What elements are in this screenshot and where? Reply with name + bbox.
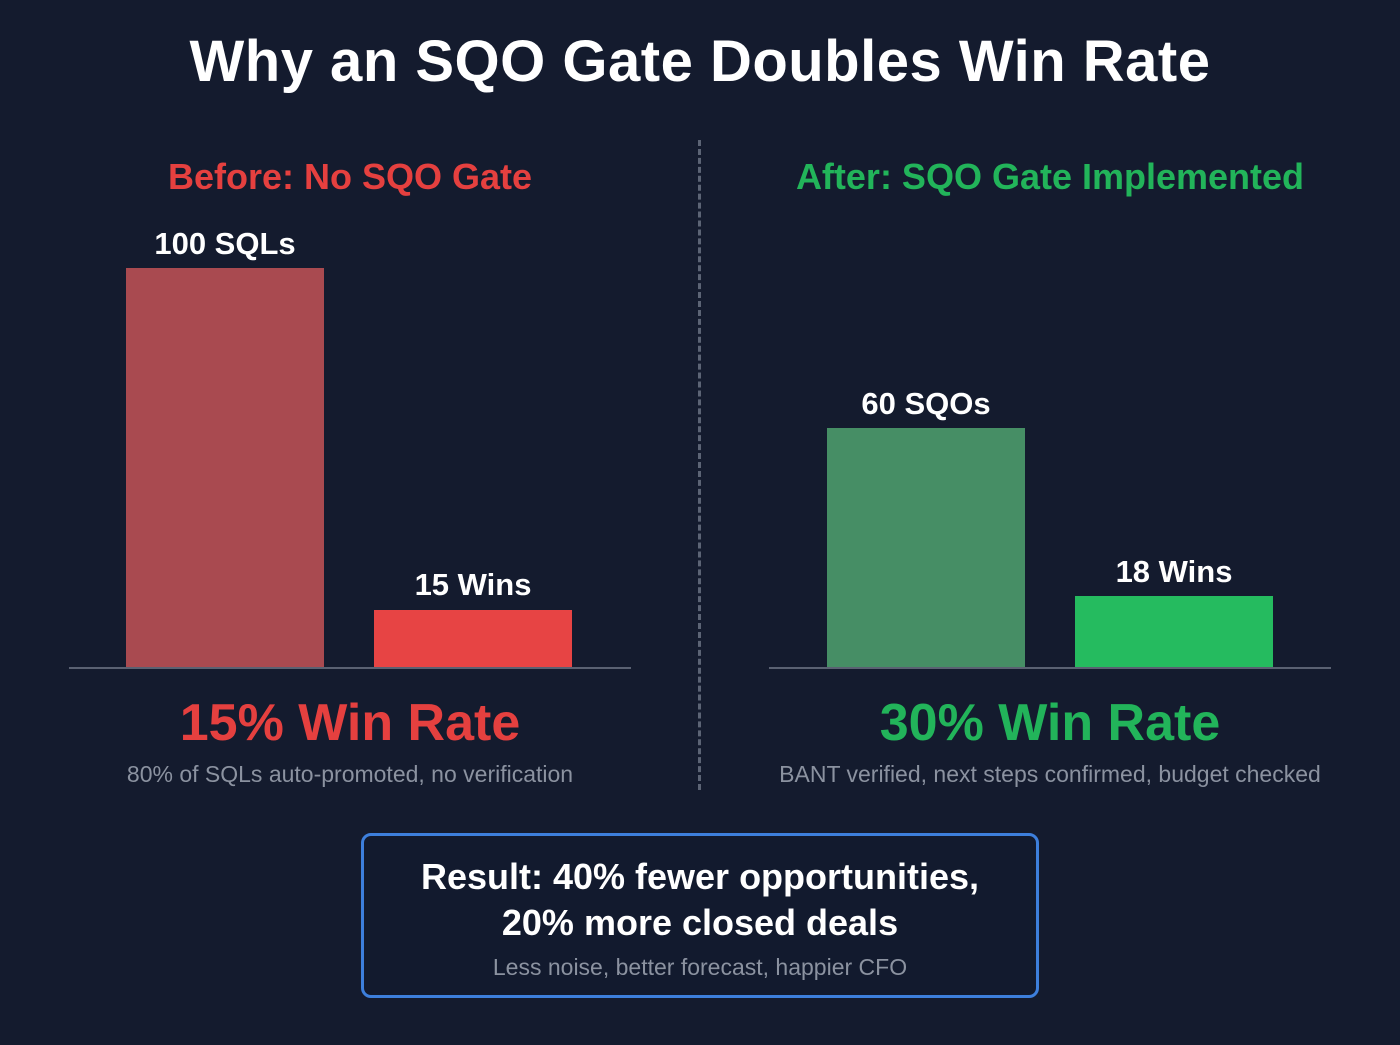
after-note: BANT verified, next steps confirmed, bud… — [779, 761, 1321, 787]
before-heading: Before: No SQO Gate — [167, 156, 533, 197]
after-bar-label-sqos: 60 SQOs — [861, 386, 991, 421]
before-note: 80% of SQLs auto-promoted, no verificati… — [126, 761, 574, 787]
result-callout: Result: 40% fewer opportunities, 20% mor… — [361, 833, 1039, 998]
result-line-1: Result: 40% fewer opportunities, — [420, 856, 980, 897]
after-bar-label-wins: 18 Wins — [1115, 554, 1233, 589]
result-subtitle: Less noise, better forecast, happier CFO — [492, 954, 908, 980]
after-axis-baseline — [769, 667, 1331, 669]
page-title: Why an SQO Gate Doubles Win Rate — [189, 29, 1211, 94]
before-panel: Before: No SQO Gate 100 SQLs 15 Wins 15%… — [40, 150, 660, 800]
panel-divider — [698, 140, 701, 790]
after-heading: After: SQO Gate Implemented — [795, 156, 1305, 197]
after-bar-wins — [1075, 596, 1273, 667]
after-win-rate: 30% Win Rate — [879, 694, 1221, 752]
result-line-2: 20% more closed deals — [501, 902, 899, 943]
after-bar-sqos — [827, 428, 1025, 667]
after-panel: After: SQO Gate Implemented 60 SQOs 18 W… — [740, 150, 1360, 800]
before-bar-wins — [374, 610, 572, 667]
before-axis-baseline — [69, 667, 631, 669]
before-bar-sqls — [126, 268, 324, 667]
before-bar-label-wins: 15 Wins — [414, 567, 532, 602]
before-win-rate: 15% Win Rate — [179, 694, 521, 752]
before-bar-label-sqls: 100 SQLs — [154, 226, 296, 261]
